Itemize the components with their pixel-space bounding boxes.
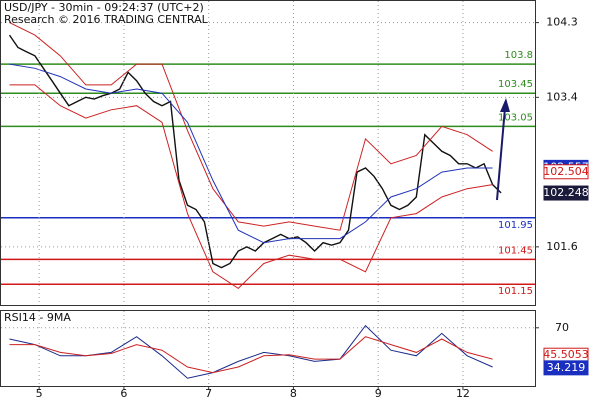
price-label-box: [543, 185, 589, 201]
arrow-head: [500, 98, 510, 112]
y-tick-label: 103.4: [546, 90, 578, 103]
series-line: [9, 63, 493, 244]
level-label: 103.05: [498, 112, 533, 123]
rsi-panel: [0, 310, 536, 387]
series-line: [9, 84, 493, 290]
chart-subtitle: Research © 2016 TRADING CENTRAL: [4, 13, 209, 26]
x-tick-label: 9: [375, 387, 382, 400]
level-label: 101.95: [498, 220, 533, 231]
level-label: 101.45: [498, 245, 533, 256]
y-tick-label: 101.6: [546, 240, 578, 253]
price-label: 102.248: [543, 186, 589, 199]
y-tick-label: 70: [555, 321, 569, 334]
rsi-title: RSI14 - 9MA: [4, 311, 71, 324]
price-label-box: [543, 360, 589, 376]
series-line: [9, 22, 493, 231]
price-label: 45.5053: [543, 348, 589, 361]
x-tick-label: 7: [205, 387, 212, 400]
x-tick-label: 12: [456, 387, 470, 400]
price-label: 102.504: [543, 165, 589, 178]
price-label-box: [543, 164, 589, 180]
x-tick-label: 5: [36, 387, 43, 400]
series-line: [9, 336, 493, 374]
level-label: 103.8: [504, 50, 533, 61]
x-tick-label: 6: [120, 387, 127, 400]
y-tick-label: 104.3: [546, 16, 578, 29]
series-line: [8, 34, 502, 269]
forecast-arrow: [496, 107, 506, 201]
x-tick-label: 8: [290, 387, 297, 400]
chart-title: USD/JPY - 30min - 09:24:37 (UTC+2): [4, 1, 204, 14]
level-label: 103.45: [498, 79, 533, 90]
price-label: 34.219: [547, 361, 586, 374]
level-label: 101.15: [498, 286, 533, 297]
